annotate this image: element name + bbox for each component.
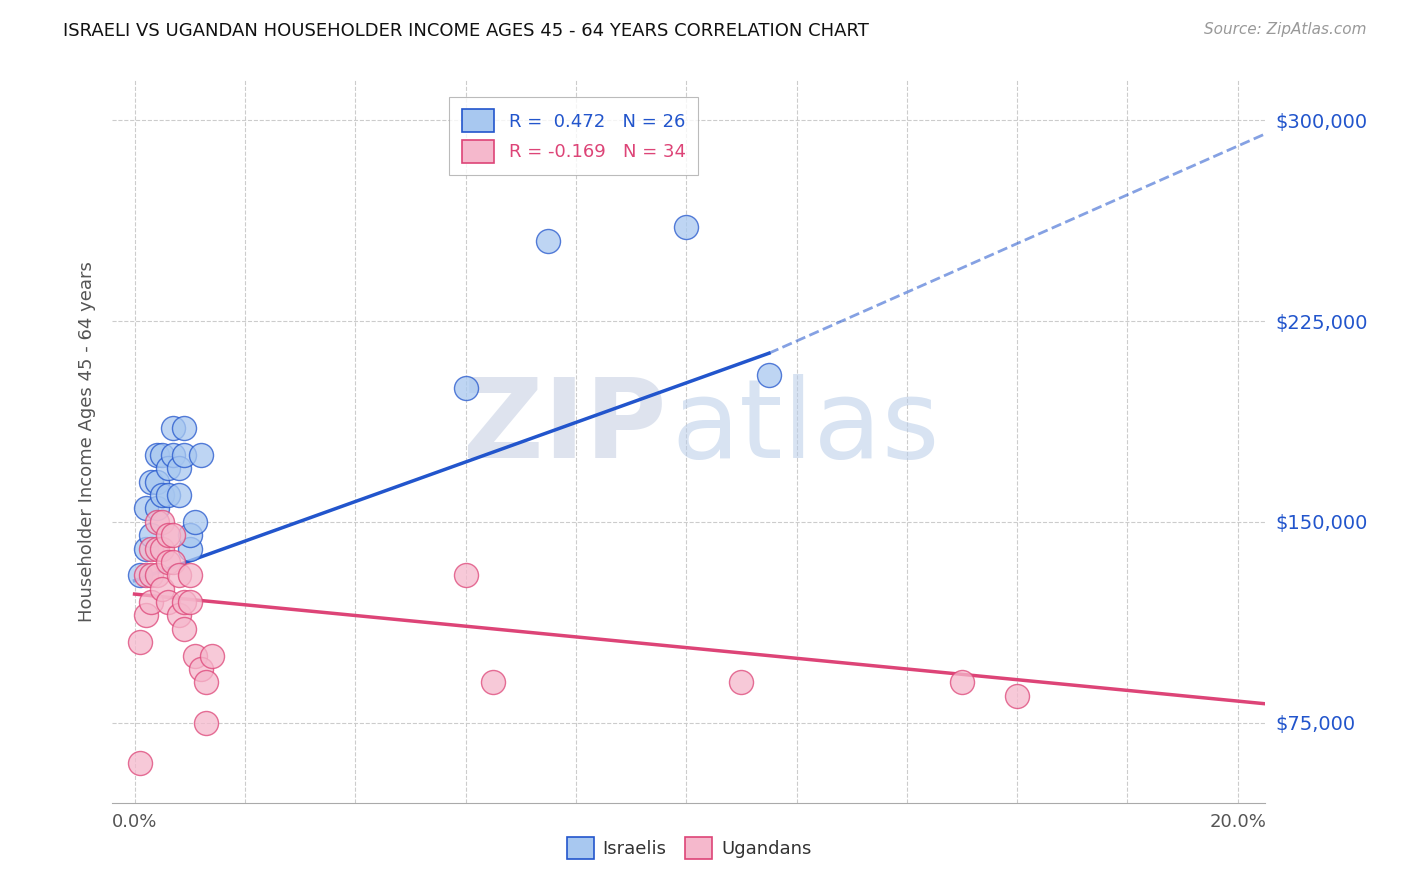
Point	[482, 675, 505, 690]
Legend: Israelis, Ugandans: Israelis, Ugandans	[560, 830, 818, 866]
Point	[150, 448, 173, 462]
Point	[135, 608, 157, 623]
Point	[139, 568, 162, 582]
Point	[150, 541, 173, 556]
Point	[150, 488, 173, 502]
Point	[195, 675, 218, 690]
Point	[758, 368, 780, 382]
Point	[129, 756, 152, 770]
Point	[173, 448, 195, 462]
Point	[167, 568, 190, 582]
Point	[173, 622, 195, 636]
Point	[179, 595, 201, 609]
Text: Source: ZipAtlas.com: Source: ZipAtlas.com	[1204, 22, 1367, 37]
Point	[201, 648, 224, 663]
Point	[195, 715, 218, 730]
Point	[139, 528, 162, 542]
Text: atlas: atlas	[672, 374, 941, 481]
Y-axis label: Householder Income Ages 45 - 64 years: Householder Income Ages 45 - 64 years	[77, 261, 96, 622]
Point	[179, 528, 201, 542]
Point	[190, 448, 212, 462]
Point	[139, 475, 162, 489]
Point	[190, 662, 212, 676]
Point	[139, 541, 162, 556]
Point	[730, 675, 752, 690]
Point	[454, 381, 477, 395]
Point	[173, 595, 195, 609]
Text: ISRAELI VS UGANDAN HOUSEHOLDER INCOME AGES 45 - 64 YEARS CORRELATION CHART: ISRAELI VS UGANDAN HOUSEHOLDER INCOME AG…	[63, 22, 869, 40]
Point	[162, 555, 184, 569]
Point	[950, 675, 973, 690]
Point	[135, 541, 157, 556]
Point	[156, 595, 179, 609]
Point	[145, 515, 167, 529]
Point	[156, 555, 179, 569]
Point	[129, 635, 152, 649]
Point	[129, 568, 152, 582]
Point	[179, 568, 201, 582]
Point	[184, 515, 207, 529]
Point	[135, 568, 157, 582]
Point	[145, 475, 167, 489]
Point	[173, 421, 195, 435]
Point	[454, 568, 477, 582]
Point	[156, 488, 179, 502]
Text: ZIP: ZIP	[463, 374, 666, 481]
Point	[184, 648, 207, 663]
Point	[179, 541, 201, 556]
Point	[156, 461, 179, 475]
Point	[162, 421, 184, 435]
Point	[145, 568, 167, 582]
Point	[162, 528, 184, 542]
Point	[167, 461, 190, 475]
Point	[537, 234, 560, 248]
Point	[1005, 689, 1028, 703]
Point	[167, 488, 190, 502]
Point	[150, 582, 173, 596]
Point	[150, 515, 173, 529]
Point	[675, 220, 697, 235]
Point	[135, 501, 157, 516]
Point	[162, 448, 184, 462]
Point	[145, 501, 167, 516]
Point	[145, 541, 167, 556]
Point	[139, 595, 162, 609]
Point	[145, 448, 167, 462]
Point	[156, 528, 179, 542]
Point	[167, 608, 190, 623]
